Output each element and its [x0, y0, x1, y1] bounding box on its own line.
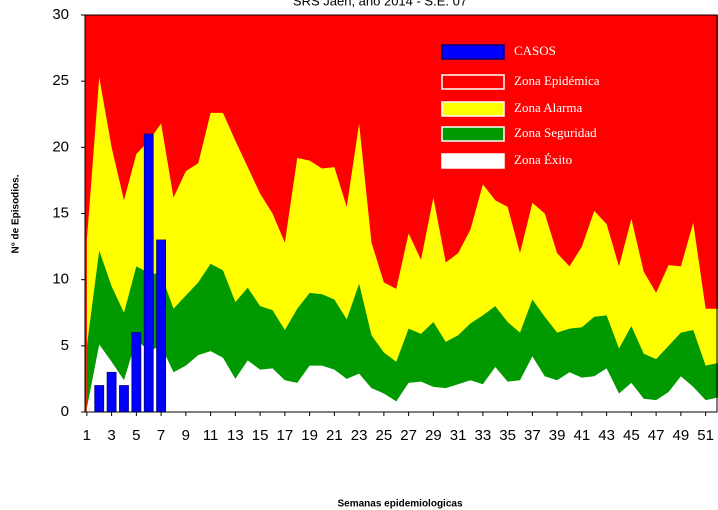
x-tick-label: 15	[252, 427, 269, 444]
x-tick-label: 29	[425, 427, 442, 444]
bar	[119, 385, 129, 413]
x-tick-label: 27	[400, 427, 417, 444]
y-tick-label: 20	[52, 138, 69, 155]
legend-swatch	[441, 153, 505, 169]
legend-swatch	[441, 74, 505, 90]
x-tick-label: 3	[107, 427, 115, 444]
x-tick-label: 37	[524, 427, 541, 444]
bar	[106, 371, 117, 413]
y-tick-label: 5	[61, 337, 69, 354]
x-tick-label: 11	[203, 427, 219, 444]
x-tick-label: 9	[182, 427, 190, 444]
y-tick-label: 15	[52, 204, 69, 221]
legend-label: Zona Alarma	[514, 100, 582, 115]
bar	[156, 239, 167, 413]
legend-label: Zona Epidémica	[514, 73, 600, 88]
x-tick-label: 49	[673, 427, 690, 444]
y-tick-label: 25	[52, 72, 69, 89]
x-tick-label: 35	[499, 427, 516, 444]
y-tick-label: 10	[52, 271, 69, 288]
legend-swatch	[441, 44, 505, 60]
x-tick-label: 19	[301, 427, 318, 444]
x-axis-label: Semanas epidemiologicas	[337, 499, 462, 510]
x-tick-label: 17	[277, 427, 294, 444]
x-tick-label: 39	[549, 427, 566, 444]
legend-label: Zona Seguridad	[514, 125, 597, 140]
x-tick-label: 45	[623, 427, 640, 444]
x-tick-label: 33	[475, 427, 492, 444]
legend-swatch	[441, 126, 505, 142]
x-tick-label: 31	[450, 427, 467, 444]
bar	[131, 332, 142, 413]
x-tick-label: 1	[83, 427, 91, 444]
zone-area	[86, 339, 718, 412]
x-tick-label: 47	[648, 427, 665, 444]
x-tick-label: 5	[132, 427, 140, 444]
legend-label: CASOS	[514, 43, 556, 58]
x-tick-label: 25	[376, 427, 393, 444]
bar	[143, 133, 154, 413]
x-tick-label: 43	[598, 427, 615, 444]
chart-title: SRS Jaén, año 2014 - S.E. 07	[293, 0, 467, 8]
x-tick-label: 41	[574, 427, 591, 444]
bar	[94, 385, 105, 413]
x-tick-label: 23	[351, 427, 368, 444]
y-tick-label: 0	[61, 403, 69, 420]
x-tick-label: 21	[326, 427, 343, 444]
y-tick-label: 30	[52, 6, 69, 23]
y-axis-label: N° de Episodios.	[11, 174, 22, 253]
x-tick-label: 51	[697, 427, 714, 444]
x-tick-label: 13	[227, 427, 244, 444]
legend-label: Zona Éxito	[514, 152, 572, 167]
x-tick-label: 7	[157, 427, 165, 444]
legend-swatch	[441, 101, 505, 117]
